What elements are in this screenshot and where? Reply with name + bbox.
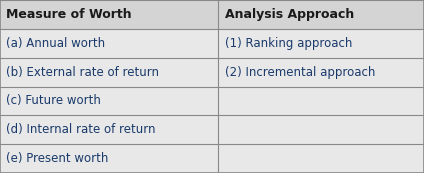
Text: (d) Internal rate of return: (d) Internal rate of return — [6, 123, 156, 136]
Bar — [0, 0, 424, 29]
Text: Measure of Worth: Measure of Worth — [6, 8, 132, 21]
Text: (1) Ranking approach: (1) Ranking approach — [225, 37, 352, 50]
Text: (c) Future worth: (c) Future worth — [6, 94, 101, 107]
Text: (e) Present worth: (e) Present worth — [6, 152, 109, 165]
Text: (b) External rate of return: (b) External rate of return — [6, 66, 159, 79]
Text: (2) Incremental approach: (2) Incremental approach — [225, 66, 375, 79]
Text: (a) Annual worth: (a) Annual worth — [6, 37, 106, 50]
Text: Analysis Approach: Analysis Approach — [225, 8, 354, 21]
